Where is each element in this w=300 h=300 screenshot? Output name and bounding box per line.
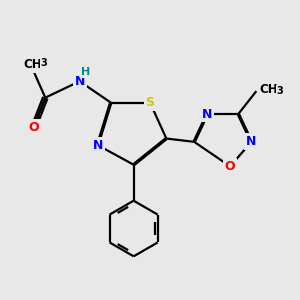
- Text: H: H: [81, 67, 90, 77]
- Text: N: N: [92, 139, 103, 152]
- Text: N: N: [74, 75, 85, 88]
- Text: O: O: [225, 160, 236, 173]
- Text: S: S: [146, 96, 154, 109]
- Text: N: N: [202, 107, 212, 121]
- Text: O: O: [28, 121, 39, 134]
- Text: CH: CH: [260, 83, 278, 96]
- Text: N: N: [246, 135, 256, 148]
- Text: 3: 3: [277, 86, 283, 96]
- Text: CH: CH: [23, 58, 41, 71]
- Text: 3: 3: [40, 58, 47, 68]
